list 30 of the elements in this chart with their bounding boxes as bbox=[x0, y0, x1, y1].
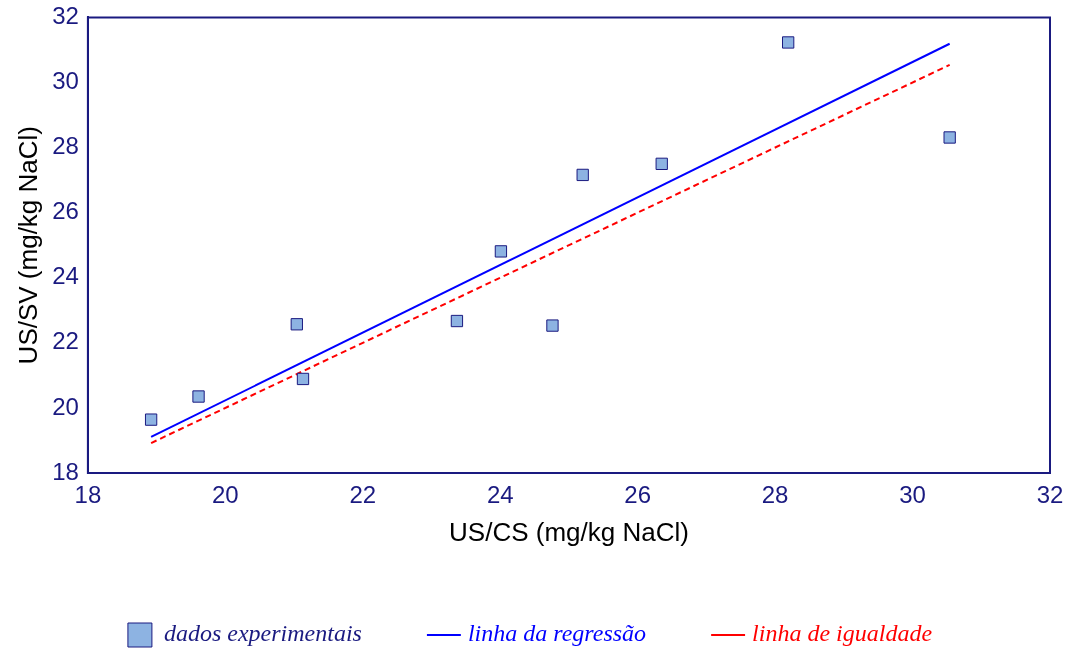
y-tick-label: 30 bbox=[52, 67, 79, 95]
y-tick-label: 28 bbox=[52, 132, 79, 160]
x-axis-title: US/CS (mg/kg NaCl) bbox=[449, 516, 689, 547]
point bbox=[576, 168, 589, 182]
point bbox=[192, 390, 205, 403]
y-axis-title: US/SV (mg/kg NaCl) bbox=[12, 126, 43, 365]
legend-label: dados experimentais bbox=[163, 620, 362, 647]
y-tick-label: 20 bbox=[52, 392, 79, 420]
point bbox=[144, 413, 158, 426]
legend-label: linha de igualdade bbox=[752, 620, 933, 647]
x-tick-label: 26 bbox=[624, 481, 652, 509]
point bbox=[943, 131, 956, 144]
point bbox=[450, 314, 464, 328]
x-tick-label: 24 bbox=[486, 481, 514, 509]
point bbox=[655, 157, 668, 170]
x-tick-label: 22 bbox=[349, 481, 377, 509]
y-tick-label: 26 bbox=[52, 197, 79, 225]
y-tick-label: 32 bbox=[52, 2, 79, 30]
x-tick-label: 30 bbox=[899, 481, 926, 509]
y-tick-label: 24 bbox=[52, 262, 79, 290]
x-tick-label: 20 bbox=[211, 481, 239, 509]
point bbox=[782, 36, 795, 49]
point bbox=[290, 318, 303, 331]
point bbox=[494, 245, 508, 258]
point bbox=[546, 319, 559, 332]
x-tick-label: 32 bbox=[1036, 481, 1064, 509]
y-tick-label: 22 bbox=[52, 327, 79, 355]
point bbox=[296, 372, 310, 386]
legend-label: linha da regressão bbox=[467, 620, 647, 647]
x-tick-label: 28 bbox=[761, 481, 789, 509]
